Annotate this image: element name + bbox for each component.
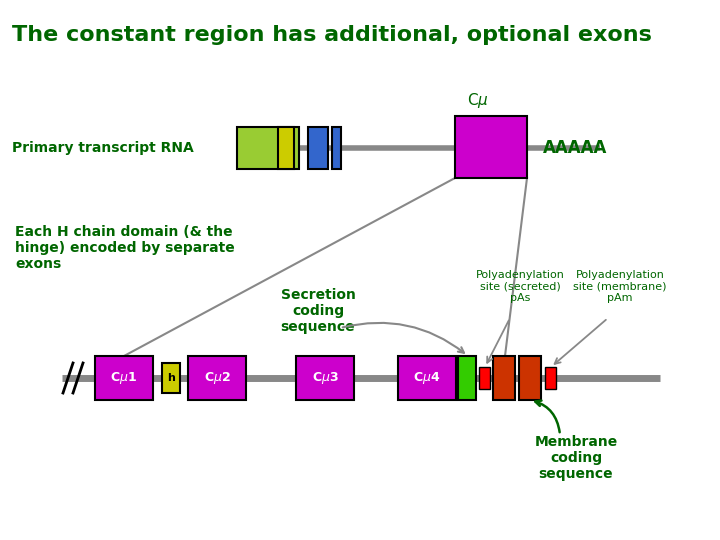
Bar: [308, 127, 328, 169]
Text: C$\mu$1: C$\mu$1: [110, 370, 138, 386]
Text: h: h: [167, 373, 175, 383]
Bar: [493, 356, 515, 400]
Bar: [237, 127, 299, 169]
Text: C$\mu$4: C$\mu$4: [413, 370, 441, 386]
Text: C$\mu$: C$\mu$: [467, 91, 489, 110]
Text: Polyadenylation
site (membrane)
pAm: Polyadenylation site (membrane) pAm: [573, 270, 667, 303]
Text: Membrane
coding
sequence: Membrane coding sequence: [534, 435, 618, 481]
Bar: [479, 367, 490, 389]
Bar: [95, 356, 153, 400]
Bar: [332, 127, 341, 169]
Bar: [296, 356, 354, 400]
Bar: [278, 127, 294, 169]
Text: Secretion
coding
sequence: Secretion coding sequence: [281, 288, 356, 334]
Bar: [398, 356, 456, 400]
Bar: [458, 356, 476, 400]
Text: AAAAA: AAAAA: [543, 139, 608, 157]
Text: C$\mu$2: C$\mu$2: [204, 370, 230, 386]
Text: Primary transcript RNA: Primary transcript RNA: [12, 141, 194, 155]
Bar: [545, 367, 556, 389]
Text: Each H chain domain (& the
hinge) encoded by separate
exons: Each H chain domain (& the hinge) encode…: [15, 225, 235, 272]
Text: C$\mu$3: C$\mu$3: [312, 370, 338, 386]
Text: The constant region has additional, optional exons: The constant region has additional, opti…: [12, 25, 652, 45]
Bar: [455, 116, 527, 178]
Bar: [188, 356, 246, 400]
Bar: [162, 363, 180, 393]
Text: Polyadenylation
site (secreted)
pAs: Polyadenylation site (secreted) pAs: [476, 270, 564, 303]
Bar: [519, 356, 541, 400]
